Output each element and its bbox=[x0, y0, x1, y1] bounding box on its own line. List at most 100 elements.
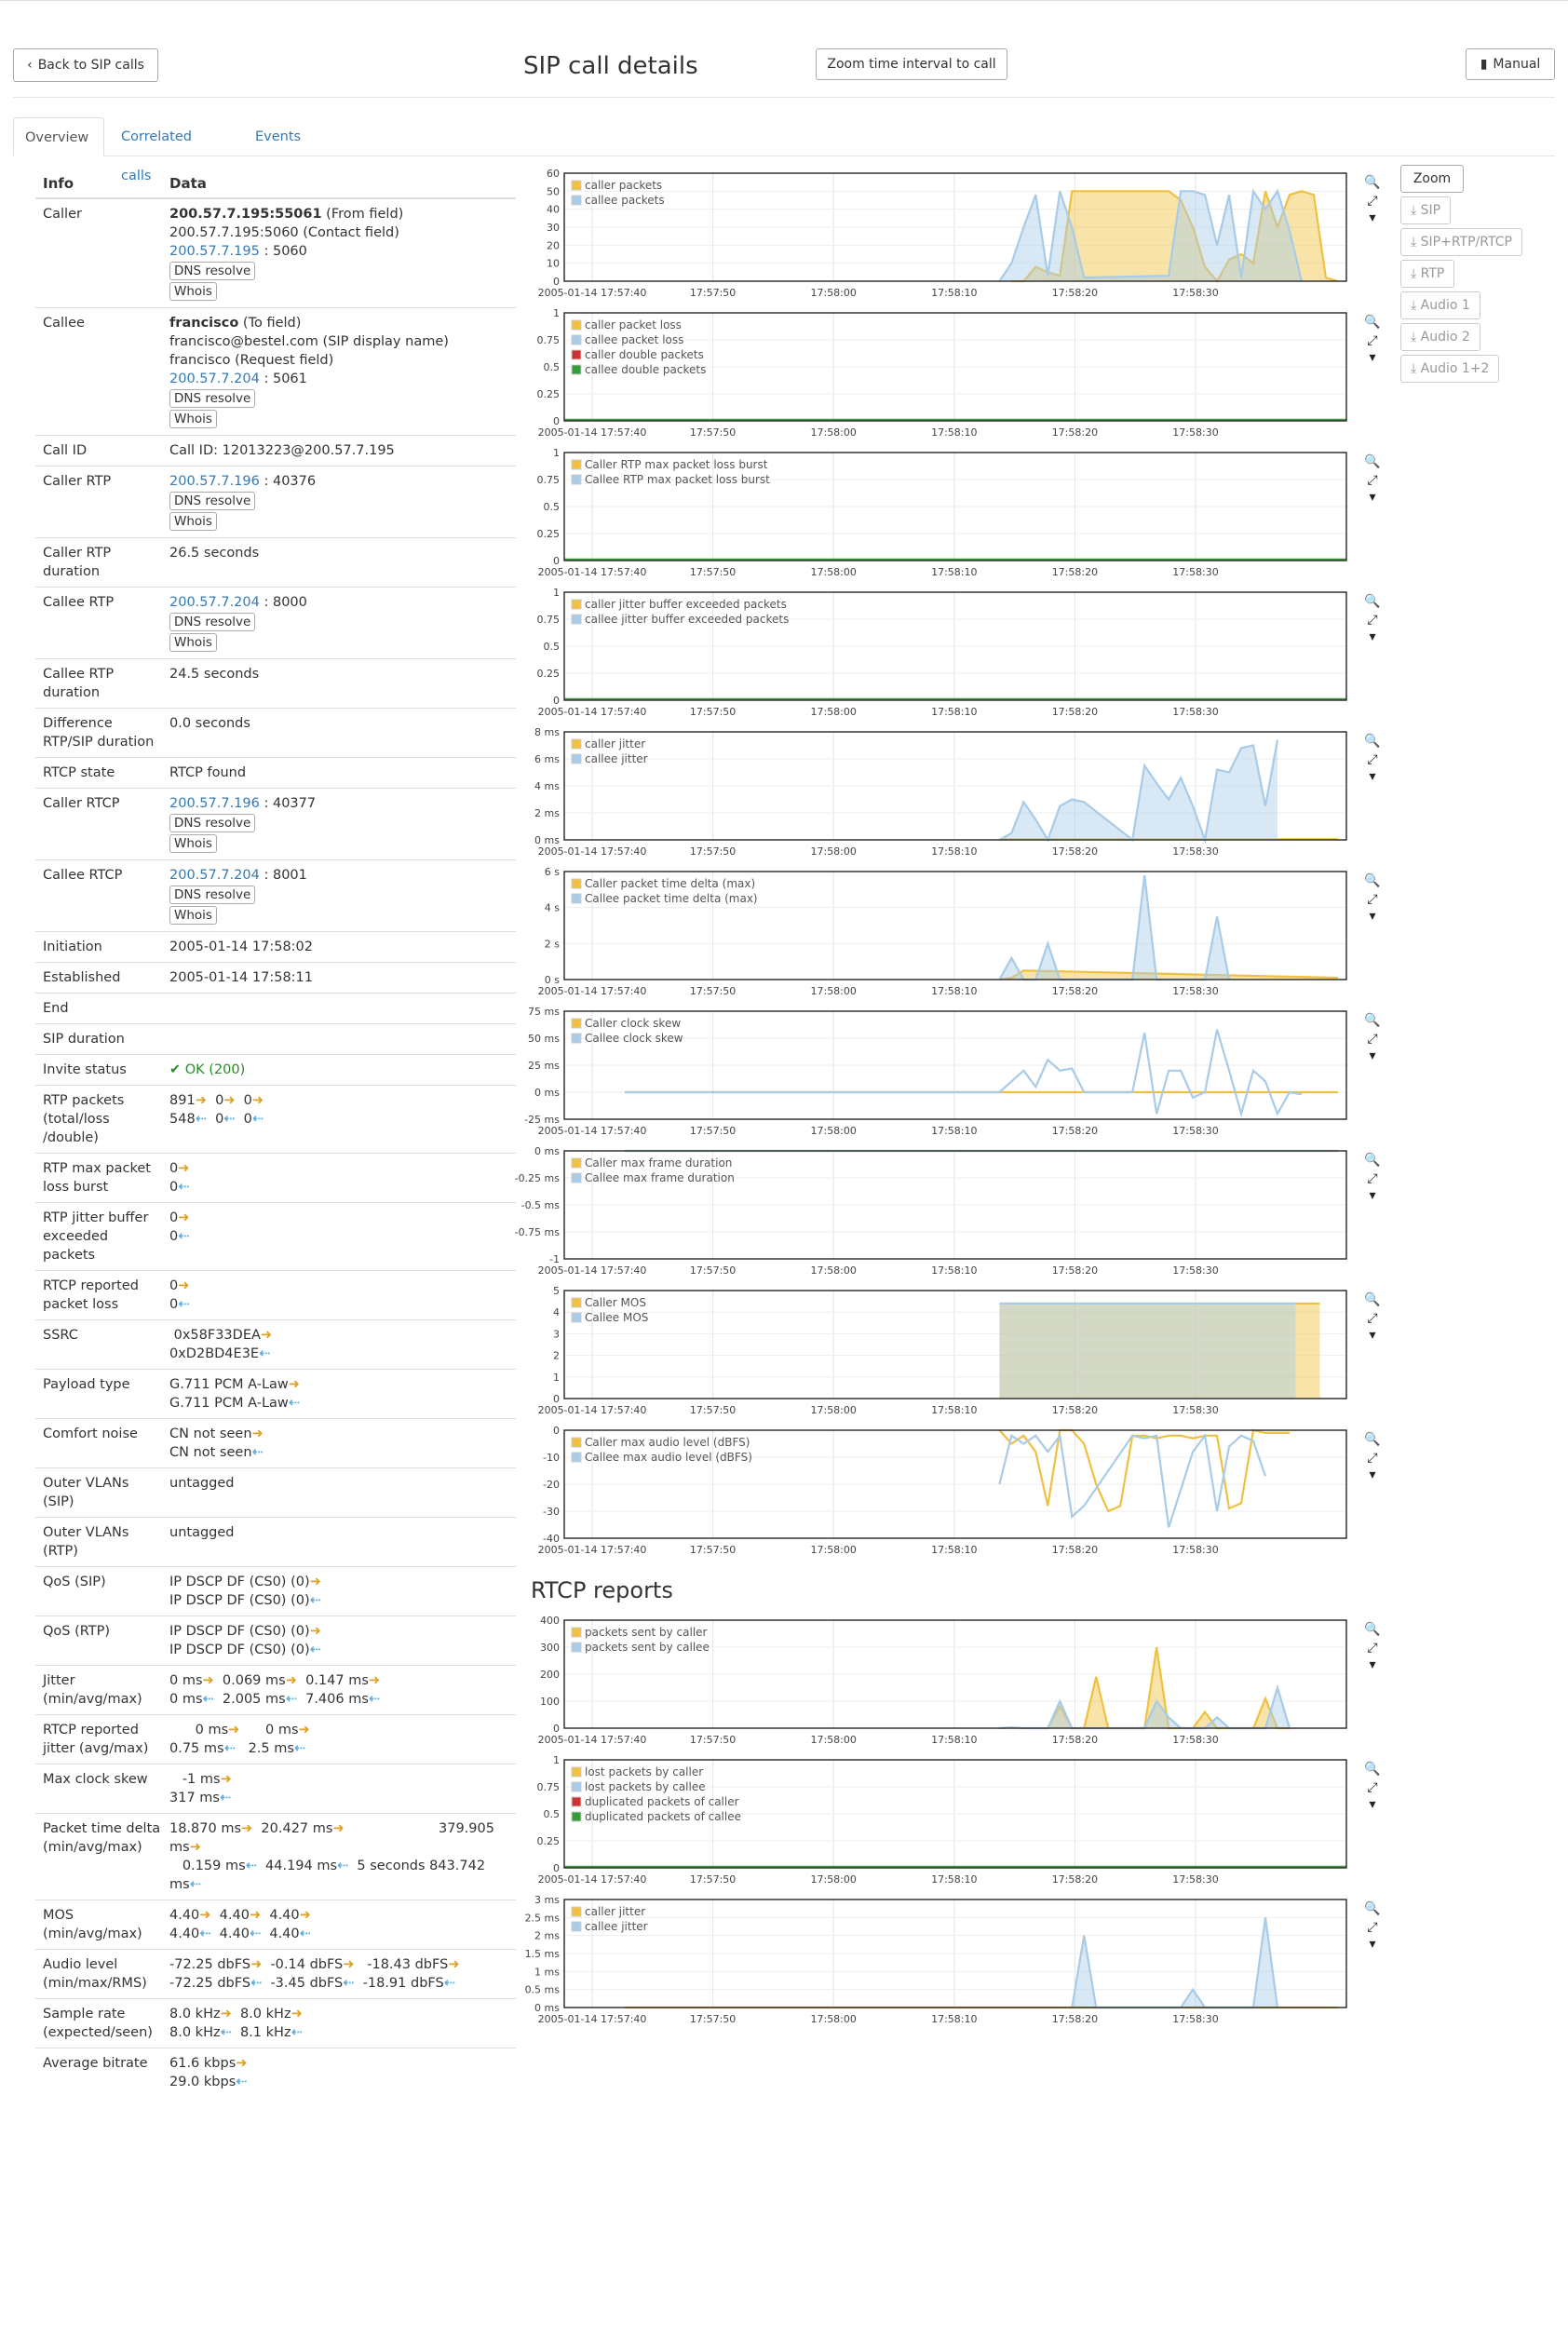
expand-icon[interactable]: ⤢ bbox=[1367, 1451, 1377, 1466]
expand-icon[interactable]: ⤢ bbox=[1367, 613, 1377, 628]
row-key: Difference RTP/SIP duration bbox=[35, 708, 162, 758]
magnifier-icon[interactable]: 🔍 bbox=[1364, 1151, 1380, 1168]
dropdown-icon[interactable]: ▾ bbox=[1369, 1797, 1375, 1812]
dropdown-icon[interactable]: ▾ bbox=[1369, 1657, 1375, 1672]
whois-button[interactable]: Whois bbox=[169, 906, 217, 925]
magnifier-icon[interactable]: 🔍 bbox=[1364, 1760, 1380, 1777]
magnifier-icon[interactable]: 🔍 bbox=[1364, 1620, 1380, 1637]
caller-rtp-ip-link[interactable]: 200.57.7.196 bbox=[169, 474, 260, 489]
magnifier-icon[interactable]: 🔍 bbox=[1364, 872, 1380, 888]
magnifier-icon[interactable]: 🔍 bbox=[1364, 1900, 1380, 1916]
y-tick-label: 0 bbox=[553, 1393, 560, 1405]
download-sip-button[interactable]: ⤓ SIP bbox=[1400, 196, 1452, 224]
expand-icon[interactable]: ⤢ bbox=[1367, 752, 1377, 767]
dropdown-icon[interactable]: ▾ bbox=[1369, 1328, 1375, 1343]
dropdown-icon[interactable]: ▾ bbox=[1369, 1937, 1375, 1952]
zoom-button[interactable]: Zoom bbox=[1400, 165, 1464, 193]
arrow-left-icon: ⇠ bbox=[195, 1112, 207, 1127]
download-audio1-button[interactable]: ⤓ Audio 1 bbox=[1400, 291, 1480, 319]
expand-icon[interactable]: ⤢ bbox=[1367, 892, 1377, 907]
expand-icon[interactable]: ⤢ bbox=[1367, 1032, 1377, 1047]
dns-resolve-button[interactable]: DNS resolve bbox=[169, 492, 256, 510]
callee-min: 0 ms bbox=[169, 1692, 203, 1707]
caller-rtcp-ip-link[interactable]: 200.57.7.196 bbox=[169, 796, 260, 811]
caller-value: IP DSCP DF (CS0) (0) bbox=[169, 1624, 310, 1639]
expand-icon[interactable]: ⤢ bbox=[1367, 1780, 1377, 1795]
zoom-time-interval-button[interactable]: Zoom time interval to call bbox=[816, 48, 1007, 80]
caller-rtp-port: : 40376 bbox=[259, 474, 317, 489]
whois-button[interactable]: Whois bbox=[169, 834, 217, 853]
dropdown-icon[interactable]: ▾ bbox=[1369, 629, 1375, 644]
chart-c1: 2005-01-14 17:57:40 17:57:50 17:58:00 17:58… bbox=[0, 168, 1397, 317]
dropdown-icon[interactable]: ▾ bbox=[1369, 210, 1375, 225]
magnifier-icon[interactable]: 🔍 bbox=[1364, 453, 1380, 469]
row-key: RTP packets (total/loss /double) bbox=[35, 1085, 162, 1154]
dns-resolve-button[interactable]: DNS resolve bbox=[169, 814, 256, 832]
x-tick-label: 17:58:30 bbox=[1172, 566, 1218, 578]
arrow-right-icon: ➜ bbox=[260, 1328, 273, 1343]
whois-button[interactable]: Whois bbox=[169, 512, 217, 531]
tab-overview[interactable]: Overview bbox=[13, 117, 104, 156]
caller-ip-link[interactable]: 200.57.7.195 bbox=[169, 244, 260, 259]
expand-icon[interactable]: ⤢ bbox=[1367, 473, 1377, 488]
expand-icon[interactable]: ⤢ bbox=[1367, 1171, 1377, 1186]
tab-correlated-calls[interactable]: Correlated calls bbox=[121, 117, 192, 183]
magnifier-icon[interactable]: 🔍 bbox=[1364, 1291, 1380, 1307]
x-tick-label: 17:58:20 bbox=[1052, 1125, 1098, 1137]
expand-icon[interactable]: ⤢ bbox=[1367, 194, 1377, 209]
back-to-sip-calls-button[interactable]: ‹ Back to SIP calls bbox=[13, 48, 158, 82]
table-row: Outer VLANs (SIP) untagged bbox=[35, 1467, 516, 1518]
callee-expected: 8.0 kHz bbox=[169, 2025, 221, 2040]
tab-events[interactable]: Events bbox=[255, 117, 301, 156]
dns-resolve-button[interactable]: DNS resolve bbox=[169, 886, 256, 904]
legend-swatch bbox=[571, 195, 582, 206]
whois-button[interactable]: Whois bbox=[169, 410, 217, 428]
dropdown-icon[interactable]: ▾ bbox=[1369, 490, 1375, 505]
magnifier-icon[interactable]: 🔍 bbox=[1364, 592, 1380, 609]
caller-min: 4.40 bbox=[169, 1908, 200, 1923]
row-value: 2005-01-14 17:58:02 bbox=[162, 931, 516, 963]
x-tick-label: 17:58:20 bbox=[1052, 2013, 1098, 2025]
legend-label: callee double packets bbox=[585, 363, 706, 376]
expand-icon[interactable]: ⤢ bbox=[1367, 333, 1377, 348]
download-audio12-button[interactable]: ⤓ Audio 1+2 bbox=[1400, 355, 1500, 383]
x-tick-label: 17:57:50 bbox=[690, 706, 736, 718]
whois-button[interactable]: Whois bbox=[169, 282, 217, 301]
magnifier-icon[interactable]: 🔍 bbox=[1364, 1430, 1380, 1447]
magnifier-icon[interactable]: 🔍 bbox=[1364, 1011, 1380, 1028]
callee-ip-link[interactable]: 200.57.7.204 bbox=[169, 372, 260, 386]
dropdown-icon[interactable]: ▾ bbox=[1369, 909, 1375, 924]
download-rtp-button[interactable]: ⤓ RTP bbox=[1400, 260, 1455, 288]
magnifier-icon[interactable]: 🔍 bbox=[1364, 173, 1380, 190]
magnifier-icon[interactable]: 🔍 bbox=[1364, 732, 1380, 749]
whois-button[interactable]: Whois bbox=[169, 633, 217, 652]
row-key: Audio level (min/max/RMS) bbox=[35, 1949, 162, 1999]
download-audio2-button[interactable]: ⤓ Audio 2 bbox=[1400, 323, 1480, 351]
manual-button[interactable]: ▮ Manual bbox=[1466, 48, 1555, 80]
table-row: Caller RTP 200.57.7.196 : 40376 DNS reso… bbox=[35, 466, 516, 538]
dropdown-icon[interactable]: ▾ bbox=[1369, 350, 1375, 365]
row-value: 18.870 ms➜ 20.427 ms➜ 379.905 ms➜ 0.159 … bbox=[162, 1813, 516, 1900]
dns-resolve-button[interactable]: DNS resolve bbox=[169, 389, 256, 408]
callee-rtp-ip-link[interactable]: 200.57.7.204 bbox=[169, 595, 260, 610]
dropdown-icon[interactable]: ▾ bbox=[1369, 1048, 1375, 1063]
row-key: RTCP state bbox=[35, 757, 162, 789]
dropdown-icon[interactable]: ▾ bbox=[1369, 1467, 1375, 1482]
callee-rtcp-ip-link[interactable]: 200.57.7.204 bbox=[169, 868, 260, 883]
magnifier-icon[interactable]: 🔍 bbox=[1364, 313, 1380, 330]
arrow-left-icon: ⇠ bbox=[250, 1976, 263, 1991]
expand-icon[interactable]: ⤢ bbox=[1367, 1311, 1377, 1326]
dns-resolve-button[interactable]: DNS resolve bbox=[169, 262, 256, 280]
dropdown-icon[interactable]: ▾ bbox=[1369, 1188, 1375, 1203]
arrow-left-icon: ⇠ bbox=[293, 1741, 306, 1756]
arrow-right-icon: ➜ bbox=[228, 1723, 240, 1737]
dns-resolve-button[interactable]: DNS resolve bbox=[169, 613, 256, 631]
expand-icon[interactable]: ⤢ bbox=[1367, 1641, 1377, 1656]
arrow-right-icon: ➜ bbox=[309, 1575, 321, 1589]
caller-min: -72.25 dbFS bbox=[169, 1957, 251, 1972]
arrow-left-icon: ⇠ bbox=[199, 1927, 211, 1941]
expand-icon[interactable]: ⤢ bbox=[1367, 1920, 1377, 1935]
download-sip-rtp-rtcp-button[interactable]: ⤓ SIP+RTP/RTCP bbox=[1400, 228, 1522, 256]
legend-swatch bbox=[571, 878, 582, 889]
dropdown-icon[interactable]: ▾ bbox=[1369, 769, 1375, 784]
